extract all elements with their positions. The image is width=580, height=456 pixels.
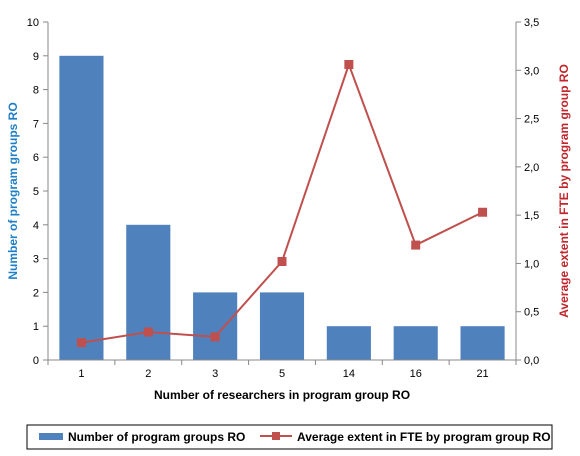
x-axis-ticks: 1 2 3 5 14 16 21 [78, 368, 488, 380]
left-tick-label: 5 [33, 186, 39, 198]
bar-16 [393, 326, 438, 360]
bar-series [59, 55, 505, 361]
legend-swatch-marker [272, 432, 280, 440]
right-tick-label: 0,5 [524, 307, 539, 319]
x-tick-label: 14 [343, 368, 355, 380]
legend: Number of program groups RO Average exte… [26, 424, 553, 450]
bar-21 [460, 326, 505, 360]
legend-label-line: Average extent in FTE by program group R… [297, 430, 551, 444]
line-point-16 [411, 240, 421, 250]
left-axis-ticks: 0 1 2 3 4 5 6 7 8 9 10 [27, 17, 39, 367]
left-tick-label: 0 [33, 355, 39, 367]
line-point-1 [76, 338, 86, 348]
left-tick-label: 1 [33, 321, 39, 333]
right-tick-label: 0,0 [524, 355, 539, 367]
y-axis-title: Number of program groups RO [6, 102, 20, 279]
legend-swatch-bars [39, 433, 63, 440]
x-tick-label: 2 [145, 368, 151, 380]
bar-3 [193, 292, 238, 360]
x-tick-label: 3 [212, 368, 218, 380]
right-tick-label: 2,0 [524, 162, 539, 174]
right-tick-label: 1,0 [524, 258, 539, 270]
right-axis-ticks: 0,0 0,5 1,0 1,5 2,0 2,5 3,0 3,5 [524, 17, 539, 367]
bar-5 [259, 292, 305, 360]
y2-axis-title: Average extent in FTE by program group R… [557, 64, 571, 318]
left-tick-label: 7 [33, 118, 39, 130]
bar-1 [59, 55, 104, 361]
line-series [76, 59, 488, 348]
line-point-5 [277, 256, 287, 266]
right-tick-label: 3,5 [524, 17, 539, 29]
bar-2 [126, 224, 171, 360]
line-point-3 [210, 332, 220, 342]
x-tick-label: 16 [410, 368, 422, 380]
bar-14 [326, 326, 371, 360]
right-tick-label: 1,5 [524, 210, 539, 222]
line-point-21 [478, 207, 488, 217]
left-tick-label: 4 [33, 220, 39, 232]
line-point-14 [344, 59, 354, 69]
left-tick-label: 3 [33, 254, 39, 266]
right-tick-label: 2,5 [524, 114, 539, 126]
left-tick-label: 6 [33, 152, 39, 164]
right-tick-label: 3,0 [524, 65, 539, 77]
x-axis-title: Number of researchers in program group R… [154, 388, 410, 402]
left-tick-label: 2 [33, 287, 39, 299]
axes [43, 21, 521, 365]
x-tick-label: 5 [279, 368, 285, 380]
legend-label-bars: Number of program groups RO [68, 430, 245, 444]
left-tick-label: 9 [33, 51, 39, 63]
x-tick-label: 1 [78, 368, 84, 380]
left-tick-label: 8 [33, 85, 39, 97]
left-tick-label: 10 [27, 17, 39, 29]
line-point-2 [143, 327, 153, 337]
x-tick-label: 21 [476, 368, 488, 380]
